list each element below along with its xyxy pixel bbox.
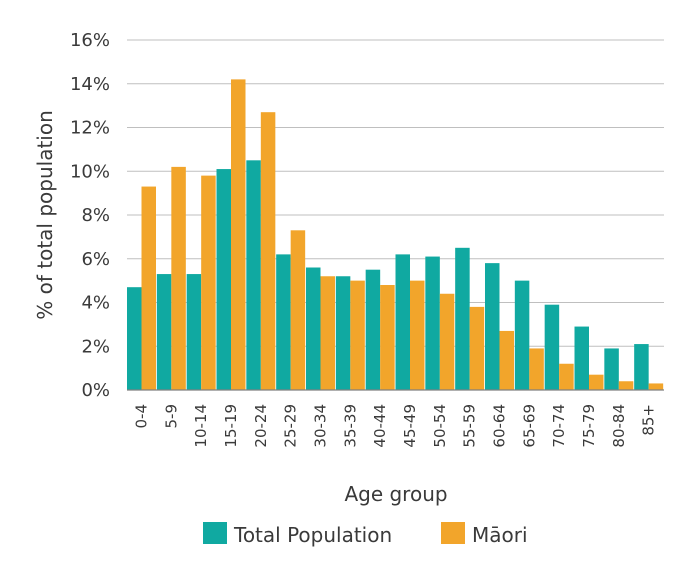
bar-total-population-85+ [634,344,649,390]
bar-maori-50-54 [439,293,455,390]
bar-maori-60-64 [499,330,514,390]
x-tick-label: 45-49 [401,404,419,448]
bar-total-population-65-69 [514,280,530,391]
x-tick-label: 50-54 [431,404,449,448]
x-tick-label: 85+ [640,404,658,436]
legend-label-maori: Māori [472,523,528,547]
bar-total-population-20-24 [246,160,261,390]
bar-total-population-40-44 [365,269,381,390]
bar-maori-45-49 [410,280,425,391]
x-tick-label: 5-9 [162,404,180,429]
legend-label-total-population: Total Population [233,523,392,547]
x-tick-label: 10-14 [192,404,210,448]
bar-total-population-25-29 [276,254,291,391]
x-tick-label: 25-29 [282,404,300,448]
y-tick-label: 10% [70,161,110,182]
y-axis-title: % of total population [33,110,57,320]
bar-total-population-45-49 [395,254,410,391]
bar-total-population-10-14 [186,274,202,390]
bar-total-population-30-34 [306,267,321,390]
y-tick-label: 6% [81,249,110,270]
x-tick-label: 0-4 [133,404,151,429]
bar-maori-30-34 [320,276,335,390]
x-tick-label: 60-64 [491,404,509,448]
bar-total-population-15-19 [216,169,231,390]
x-tick-label: 55-59 [461,404,479,448]
bar-total-population-0-4 [127,287,142,390]
legend-swatch-maori [441,522,465,544]
bar-total-population-75-79 [574,326,589,390]
bar-maori-10-14 [201,175,216,390]
legend-swatch-total-population [203,522,227,544]
y-axis-ticks: 0% 2% 4% 6% 8% 10% 12% 14% 16% [70,30,110,401]
bar-total-population-55-59 [455,247,470,390]
x-tick-label: 15-19 [222,404,240,448]
bar-total-population-70-74 [544,304,560,390]
y-tick-label: 16% [70,30,110,51]
bar-maori-40-44 [380,285,395,390]
x-axis-title: Age group [344,482,447,506]
bar-maori-25-29 [290,230,306,390]
x-tick-label: 35-39 [341,404,359,448]
y-tick-label: 12% [70,118,110,139]
legend: Total Population Māori [203,522,528,547]
y-tick-label: 14% [70,74,110,95]
y-tick-label: 4% [81,293,110,314]
bar-maori-35-39 [350,280,365,391]
x-tick-label: 65-69 [520,404,538,448]
bar-total-population-60-64 [485,263,500,391]
bar-maori-5-9 [171,166,186,390]
bar-maori-55-59 [469,306,485,391]
bar-total-population-80-84 [604,348,619,390]
bar-maori-65-69 [529,348,544,390]
bar-maori-70-74 [559,363,574,390]
x-tick-label: 75-79 [580,404,598,448]
bar-maori-15-19 [231,79,246,391]
bar-total-population-5-9 [156,274,172,390]
bar-total-population-35-39 [335,276,351,390]
x-tick-label: 20-24 [252,404,270,448]
bar-total-population-50-54 [425,256,440,390]
bar-maori-20-24 [260,112,276,390]
x-tick-label: 30-34 [312,404,330,448]
x-tick-label: 70-74 [550,404,568,448]
y-tick-label: 2% [81,336,110,357]
bar-maori-0-4 [141,186,156,390]
y-tick-label: 0% [81,380,110,401]
bar-maori-80-84 [618,381,634,390]
bar-maori-75-79 [589,374,604,390]
x-axis-ticks: 0-4 5-9 10-14 15-19 20-24 25-29 30-34 35-39 40-4… [133,404,658,448]
bars [127,79,664,391]
bar-maori-85+ [648,383,664,390]
x-tick-label: 40-44 [371,404,389,448]
x-tick-label: 80-84 [610,404,628,448]
y-tick-label: 8% [81,205,110,226]
